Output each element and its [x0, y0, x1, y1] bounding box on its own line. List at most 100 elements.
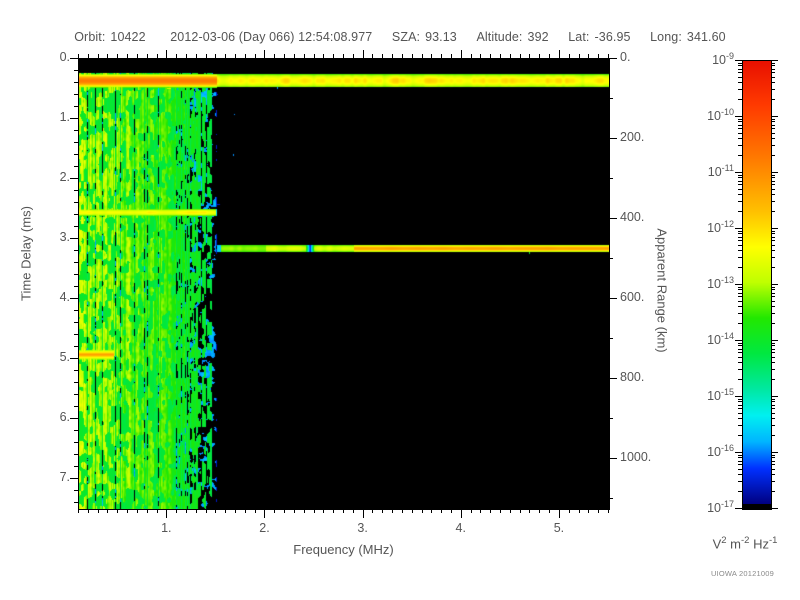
colorbar-tick-minor-left — [738, 457, 742, 459]
y-right-tick-major — [609, 378, 617, 379]
colorbar-tick-minor-right — [771, 118, 775, 120]
x-tick-minor-top — [107, 54, 109, 58]
y-tick-minor — [74, 262, 78, 263]
colorbar-tick-minor-left — [738, 398, 742, 400]
colorbar-tick-minor-left — [738, 356, 742, 358]
colorbar-tick-minor-right — [771, 145, 775, 147]
x-tick-minor-top — [303, 54, 305, 58]
colorbar-tick-minor-left — [738, 362, 742, 364]
colorbar-tick-minor-left — [738, 412, 742, 414]
x-tick-minor-bottom — [274, 509, 276, 513]
y-tick-minor — [74, 202, 78, 203]
x-tick-minor-top — [293, 54, 295, 58]
y-tick-minor — [74, 442, 78, 443]
colorbar-tick-minor-left — [738, 236, 742, 238]
colorbar-tick-minor-right — [771, 401, 775, 403]
colorbar-tick-minor-left — [738, 468, 742, 470]
y-tick-minor — [74, 130, 78, 131]
x-axis-top-ticks — [78, 50, 609, 58]
x-tick-minor-bottom — [215, 509, 217, 513]
y-tick-minor — [74, 214, 78, 215]
y-axis-title: Time Delay (ms) — [18, 206, 34, 301]
x-tick-minor-bottom — [441, 509, 443, 513]
x-tick-minor-top — [578, 54, 580, 58]
colorbar-tick-major-left — [735, 452, 742, 453]
colorbar-tick-minor-left — [738, 184, 742, 186]
ionogram-heatmap-canvas — [79, 59, 609, 509]
x-tick-minor-top — [372, 54, 374, 58]
x-tick-minor-top — [382, 54, 384, 58]
x-tick-minor-top — [87, 54, 89, 58]
colorbar-tick-label: 10-12 — [707, 219, 734, 236]
colorbar-tick-major-right — [771, 116, 778, 117]
colorbar-tick-minor-right — [771, 99, 775, 101]
x-tick-minor-bottom — [568, 509, 570, 513]
x-tick-minor-bottom — [195, 509, 197, 513]
header-field-datetime: 2012-03-06 (Day 066) 12:54:08.977 — [170, 30, 373, 44]
x-tick-minor-top — [392, 54, 394, 58]
header-info-line: Orbit: 10422 2012-03-06 (Day 066) 12:54:0… — [0, 30, 800, 44]
y-right-tick-label: 400. — [620, 210, 645, 224]
y-tick-minor — [74, 70, 78, 71]
y-tick-label: 1. — [59, 110, 70, 124]
x-tick-label: 5. — [553, 521, 565, 535]
y-tick-major — [70, 118, 78, 119]
colorbar-tick-minor-left — [738, 233, 742, 235]
x-tick-minor-top — [588, 54, 590, 58]
colorbar-tick-minor-right — [771, 89, 775, 91]
colorbar-tick-label: 10-14 — [707, 331, 734, 348]
x-tick-minor-bottom — [293, 509, 295, 513]
x-tick-minor-top — [146, 54, 148, 58]
x-tick-minor-bottom — [608, 509, 609, 513]
x-tick-minor-top — [176, 54, 178, 58]
colorbar-tick-minor-left — [738, 250, 742, 252]
colorbar-tick-major-left — [735, 228, 742, 229]
colorbar-tick-minor-right — [771, 292, 775, 294]
colorbar-tick-minor-left — [738, 230, 742, 232]
x-tick-minor-bottom — [97, 509, 99, 513]
colorbar-tick-minor-right — [771, 306, 775, 308]
x-tick-minor-bottom — [539, 509, 541, 513]
colorbar-tick-minor-right — [771, 230, 775, 232]
x-tick-minor-top — [568, 54, 570, 58]
x-tick-minor-bottom — [401, 509, 403, 513]
x-tick-minor-top — [608, 54, 609, 58]
x-tick-minor-top — [450, 54, 452, 58]
colorbar-tick-minor-left — [738, 460, 742, 462]
x-tick-minor-top — [78, 54, 79, 58]
x-tick-label: 2. — [259, 521, 270, 535]
x-axis-bottom-ticks — [78, 509, 609, 519]
colorbar-tick-minor-right — [771, 121, 775, 123]
colorbar-tick-minor-left — [738, 342, 742, 344]
colorbar-tick-minor-left — [738, 180, 742, 182]
x-tick-minor-bottom — [333, 509, 335, 513]
x-tick-minor-bottom — [343, 509, 344, 513]
colorbar-tick-minor-right — [771, 356, 775, 358]
x-tick-minor-bottom — [431, 509, 433, 513]
colorbar-tick-minor-left — [738, 121, 742, 123]
x-tick-minor-top — [401, 54, 403, 58]
y-right-tick-label: 1000. — [620, 450, 652, 464]
x-tick-minor-bottom — [244, 509, 246, 513]
x-tick-minor-top — [323, 54, 325, 58]
x-tick-minor-bottom — [382, 509, 384, 513]
colorbar-tick-minor-left — [738, 174, 742, 176]
x-tick-minor-top — [431, 54, 433, 58]
x-tick-minor-bottom — [313, 509, 315, 513]
y-axis-left-ticks — [70, 58, 79, 509]
x-tick-label: 1. — [161, 521, 172, 535]
colorbar-tick-minor-left — [738, 65, 742, 67]
x-tick-minor-top — [480, 54, 482, 58]
colorbar-tick-minor-left — [738, 292, 742, 294]
x-tick-major-bottom — [362, 509, 364, 518]
colorbar-tick-minor-left — [738, 267, 742, 269]
x-tick-minor-top — [470, 54, 472, 58]
y-tick-label: 0. — [59, 50, 70, 64]
colorbar-tick-major-left — [735, 172, 742, 173]
x-tick-minor-bottom — [352, 509, 354, 513]
y-tick-major — [70, 58, 78, 59]
colorbar-left-ticks — [735, 60, 743, 510]
x-tick-major-top — [264, 50, 266, 58]
y-tick-minor — [74, 142, 78, 143]
x-tick-minor-top — [539, 54, 541, 58]
